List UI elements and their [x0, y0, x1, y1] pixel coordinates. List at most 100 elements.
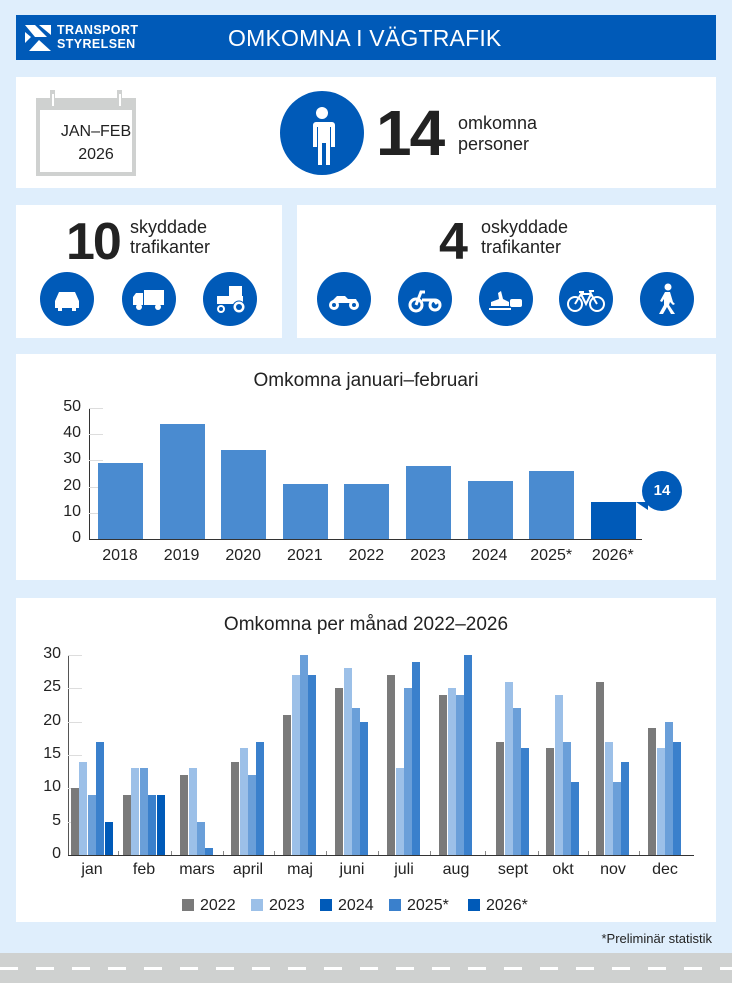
road-dashes — [0, 967, 732, 970]
bar-mars-2025 — [205, 848, 214, 855]
bar-dec-2022 — [648, 728, 657, 855]
x-tick-label: juni — [339, 861, 365, 878]
value-callout: 14 — [642, 471, 682, 511]
x-tick-label: 2018 — [102, 547, 138, 564]
pedestrian-icon — [640, 272, 694, 326]
y-gridline-stub — [68, 754, 82, 756]
road-decoration — [0, 953, 732, 983]
bar-sept-2022 — [496, 741, 505, 855]
bar-nov-2022 — [596, 681, 605, 855]
truck-icon — [122, 272, 176, 326]
bar-okt-2023 — [554, 694, 563, 855]
y-tick-label: 5 — [52, 811, 61, 829]
x-tick-mark — [538, 851, 539, 855]
bar-juli-2025 — [412, 661, 421, 855]
bar-2021 — [282, 483, 328, 539]
bar-mars-2023 — [188, 768, 197, 855]
y-tick-label: 50 — [63, 398, 81, 415]
protected-road-users-panel: 10 skyddade trafikanter — [16, 205, 282, 338]
snowmobile-icon — [479, 272, 533, 326]
unprotected-road-users-panel: 4 oskyddade trafikanter — [297, 205, 716, 338]
legend-item-2026: 2026* — [468, 897, 528, 915]
legend-swatch — [468, 899, 480, 911]
motorcycle-icon — [317, 272, 371, 326]
x-tick-label: 2025* — [530, 547, 573, 564]
y-gridline-stub — [68, 654, 82, 656]
bar-mars-2022 — [180, 774, 189, 855]
chart-monthly: 30 25 20 15 10 5 0 jan feb mars april maj juni juli au… — [16, 598, 716, 922]
bar-april-2024 — [248, 774, 256, 855]
y-tick-label: 30 — [63, 450, 81, 468]
x-tick-mark — [378, 851, 379, 855]
bar-maj-2023 — [291, 674, 300, 855]
y-gridline-stub — [68, 721, 82, 723]
bar-aug-2023 — [447, 688, 456, 855]
x-tick-label: juli — [394, 861, 414, 878]
period-year: 2026 — [78, 146, 114, 163]
x-tick-label: nov — [600, 861, 626, 878]
bar-feb-2024 — [139, 768, 148, 855]
footnote: *Preliminär statistik — [601, 931, 712, 946]
x-tick-mark — [430, 851, 431, 855]
total-label-line-2: personer — [458, 134, 530, 154]
bar-juni-2022 — [335, 688, 344, 855]
legend-label: 2026* — [486, 897, 528, 914]
y-gridline-stub — [68, 688, 82, 690]
bar-aug-2025 — [464, 654, 473, 855]
bar-2025 — [529, 470, 575, 539]
y-gridline-stub — [89, 434, 103, 436]
callout-pointer — [636, 502, 648, 510]
legend-swatch — [320, 899, 332, 911]
protected-label: skyddade trafikanter — [130, 217, 210, 257]
bar-okt-2024 — [563, 741, 571, 855]
bar-2024 — [467, 481, 513, 539]
x-tick-mark — [326, 851, 327, 855]
x-tick-label: sept — [497, 861, 529, 878]
bar-juni-2025 — [360, 721, 369, 855]
bar-2023 — [406, 465, 451, 539]
x-tick-label: 2026* — [591, 547, 634, 564]
unprotected-label: oskyddade trafikanter — [481, 217, 568, 257]
bar-2018 — [98, 463, 143, 539]
legend-swatch — [182, 899, 194, 911]
bar-maj-2024 — [300, 654, 308, 855]
bar-aug-2022 — [439, 694, 448, 855]
legend-label: 2022 — [200, 897, 236, 914]
bar-juli-2024 — [404, 688, 412, 855]
y-tick-label: 40 — [63, 424, 81, 442]
bar-juni-2023 — [343, 668, 352, 855]
y-tick-label: 0 — [52, 845, 61, 862]
x-tick-label: aug — [442, 861, 470, 878]
unprotected-label-line-1: oskyddade — [481, 217, 569, 237]
bar-nov-2024 — [613, 781, 621, 855]
bar-jan-2022 — [71, 788, 79, 855]
x-tick-mark — [118, 851, 119, 855]
x-tick-label: 2019 — [163, 547, 200, 564]
x-tick-label: feb — [132, 861, 156, 878]
chart-monthly-title: Omkomna per månad 2022–2026 — [223, 614, 509, 635]
logo-text: TRANSPORT STYRELSEN — [57, 23, 138, 51]
x-tick-label: 2021 — [287, 547, 323, 564]
y-tick-label: 20 — [43, 711, 61, 729]
legend-label: 2025* — [407, 897, 449, 914]
y-tick-label: 10 — [63, 502, 81, 520]
x-tick-mark — [484, 851, 486, 855]
y-tick-label: 0 — [72, 529, 81, 546]
summary-panel: JAN–FEB 2026 14 omkomna personer — [16, 77, 716, 188]
bar-jan-2026 — [104, 821, 113, 855]
x-tick-mark — [274, 851, 275, 855]
bar-jan-2025 — [96, 741, 105, 855]
legend-label: 2023 — [269, 897, 305, 914]
total-fatalities: 14 — [376, 97, 445, 169]
bar-april-2022 — [231, 761, 240, 855]
logo-line-2: STYRELSEN — [57, 37, 136, 51]
total-label: omkomna personer — [458, 113, 537, 155]
y-gridline-stub — [89, 512, 103, 514]
bar-dec-2023 — [656, 748, 665, 855]
legend-item-2023: 2023 — [251, 897, 305, 915]
x-tick-mark — [222, 851, 224, 855]
x-tick-label: jan — [81, 861, 103, 878]
y-tick-label: 20 — [63, 476, 81, 494]
bar-juli-2022 — [387, 674, 396, 855]
calendar-icon — [36, 90, 136, 176]
